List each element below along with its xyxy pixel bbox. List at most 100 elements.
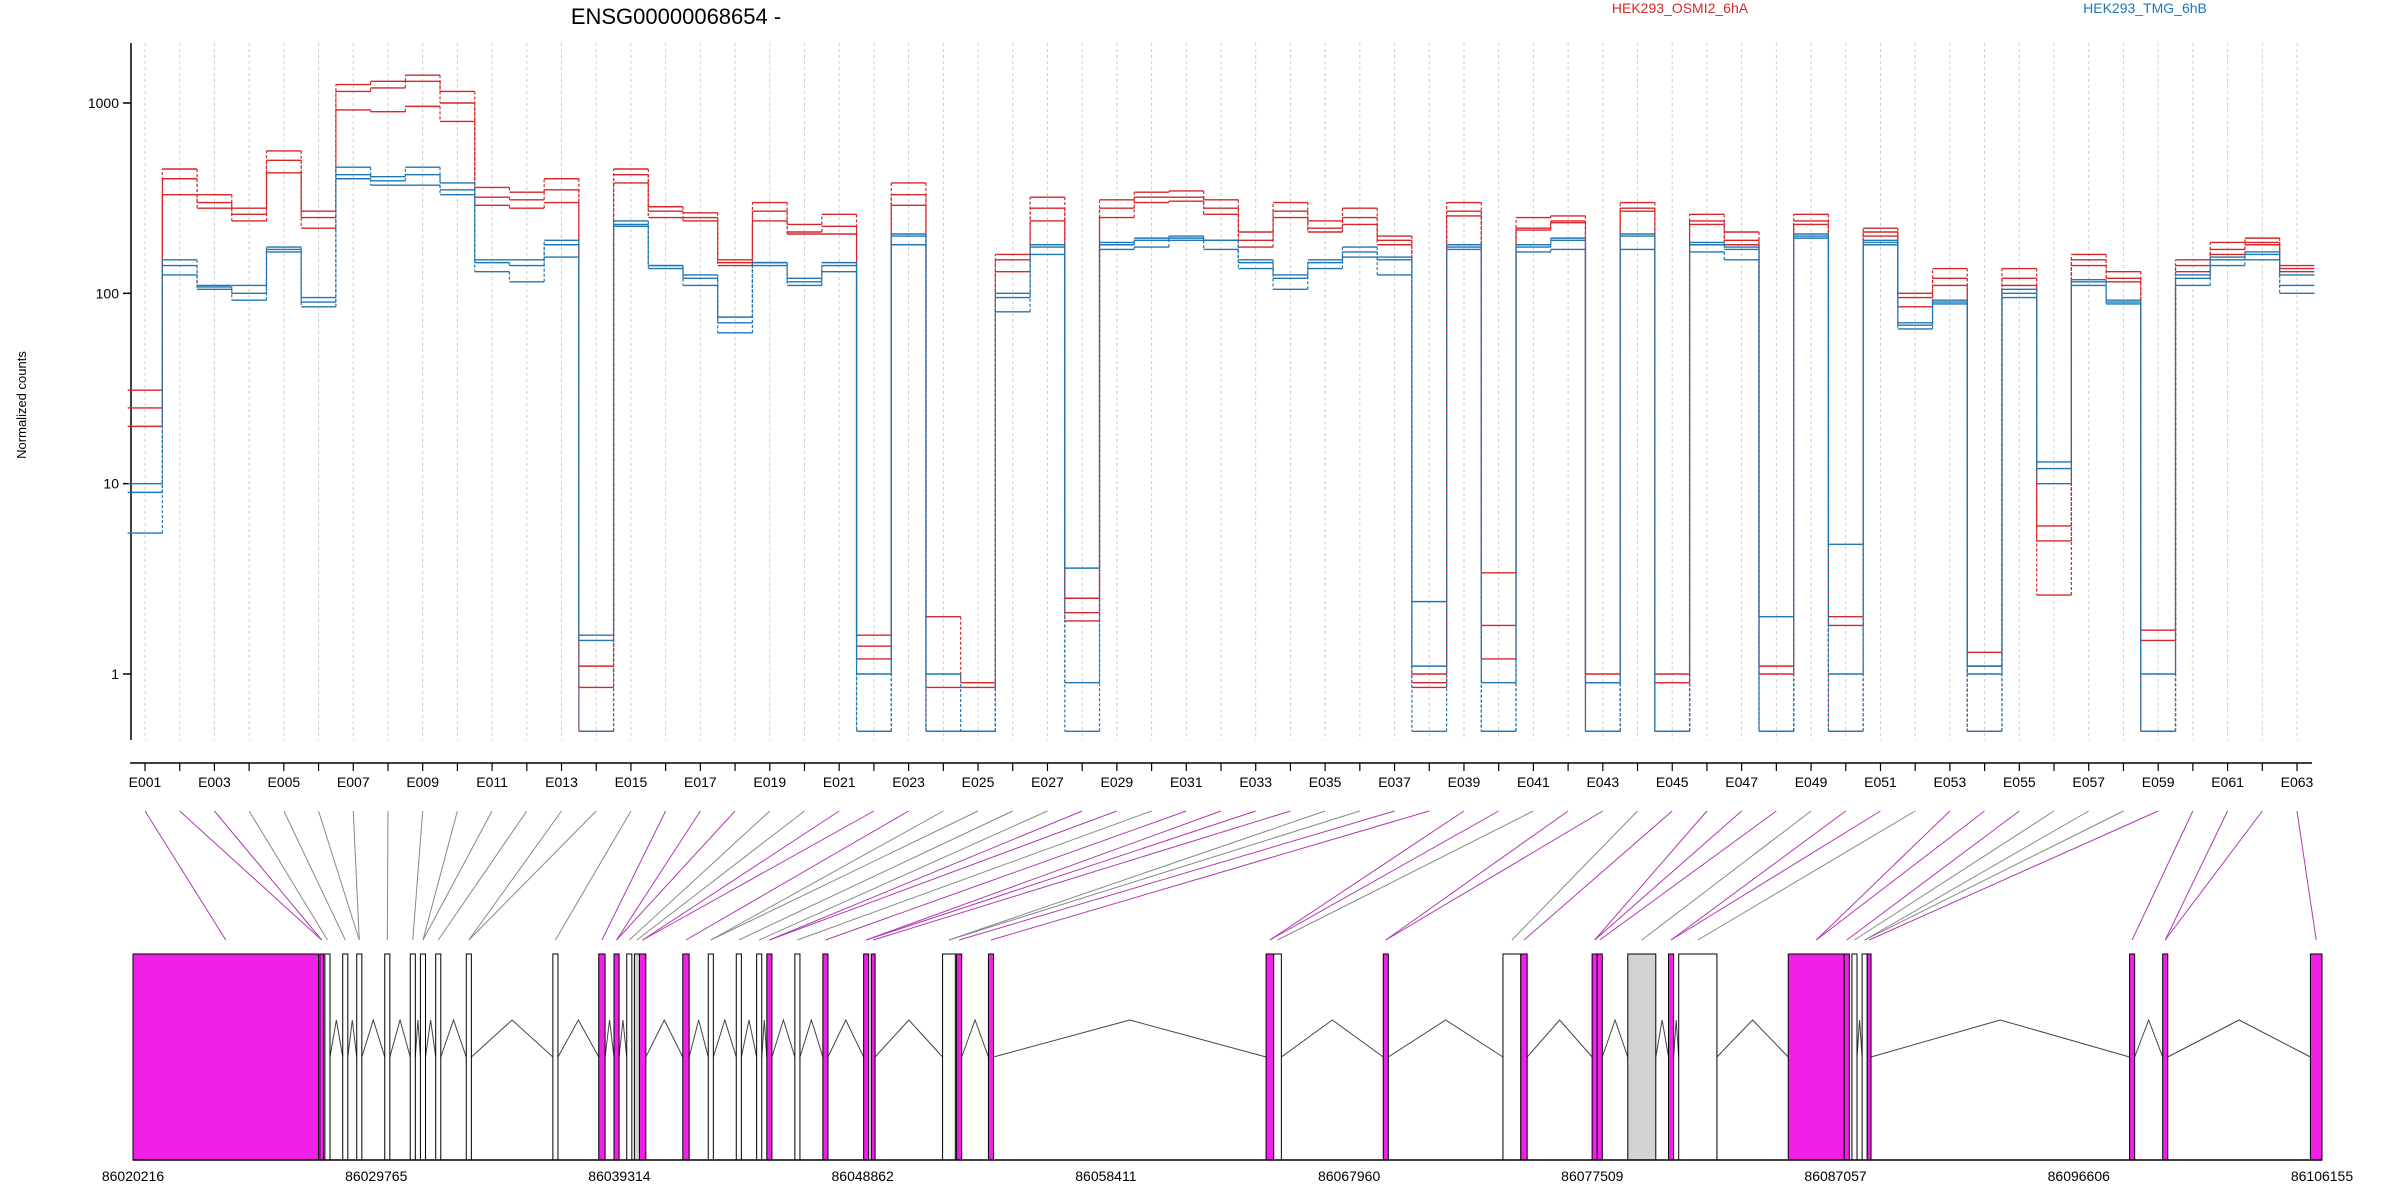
y-tick-label: 1	[111, 666, 119, 682]
intron-line	[771, 1018, 796, 1058]
exon-block	[626, 953, 633, 1161]
series-lines	[127, 74, 2315, 732]
intron-line	[1856, 1019, 1863, 1058]
genome-coordinate-label: 86039314	[588, 1168, 651, 1184]
intron-line	[557, 1018, 600, 1058]
exon-connector	[1594, 810, 1742, 941]
exon-block	[1861, 953, 1868, 1161]
exon-connector	[352, 810, 360, 941]
exon-connector	[769, 810, 1118, 941]
intron-line	[389, 1018, 411, 1058]
x-tick-label: E007	[337, 774, 370, 790]
exon-connector	[2164, 810, 2229, 941]
x-tick-label: E047	[1725, 774, 1758, 790]
genome-coordinate-label: 86048862	[832, 1168, 895, 1184]
exon-block	[987, 953, 995, 1161]
exon-block	[1668, 953, 1675, 1161]
exon-connector	[1670, 810, 1847, 941]
intron-line	[827, 1018, 865, 1058]
intron-line	[471, 1019, 554, 1058]
x-tick-label: E033	[1239, 774, 1272, 790]
exon-block	[735, 953, 742, 1161]
x-tick-label: E057	[2072, 774, 2105, 790]
exon-connector	[959, 810, 1395, 941]
genome-coordinate-label: 86029765	[345, 1168, 408, 1184]
intron-line	[712, 1018, 737, 1058]
intron-line	[688, 1019, 709, 1058]
x-tick-label: E023	[892, 774, 925, 790]
exon-connector	[468, 810, 562, 941]
exon-connector	[179, 810, 323, 941]
exon-connector	[554, 810, 632, 941]
exon-connector	[1697, 810, 1916, 941]
exon-connector	[1854, 810, 2055, 941]
exon-connector	[642, 810, 840, 941]
exon-connector	[948, 810, 1326, 941]
exon-block	[342, 953, 349, 1161]
exon-block	[1851, 953, 1858, 1161]
exon-block	[1591, 953, 1598, 1161]
y-tick-label: 100	[96, 285, 120, 301]
exon-block	[638, 953, 647, 1161]
genome-coordinate-label: 86020216	[102, 1168, 165, 1184]
genome-coordinate-label: 86087057	[1804, 1168, 1867, 1184]
exon-block	[2162, 953, 2169, 1161]
exon-connector	[1269, 810, 1465, 941]
exon-block	[2129, 953, 2136, 1161]
exon-block	[1787, 953, 1845, 1161]
exon-block	[794, 953, 801, 1161]
x-tick-label: E011	[476, 774, 508, 790]
x-tick-label: E051	[1864, 774, 1897, 790]
exon-connector	[601, 810, 667, 941]
intron-line	[414, 1019, 421, 1058]
exon-connector	[144, 810, 227, 941]
intron-line	[993, 1019, 1267, 1058]
exon-block	[707, 953, 714, 1161]
exon-connector	[616, 810, 736, 941]
exon-connector	[1864, 810, 2124, 941]
x-tick-label: E043	[1586, 774, 1619, 790]
exon-connector	[1385, 810, 1604, 941]
exon-block	[682, 953, 690, 1161]
exon-block	[756, 953, 763, 1161]
intron-line	[874, 1019, 943, 1058]
exon-connector	[990, 810, 1430, 941]
x-tick-label: E027	[1031, 774, 1064, 790]
exon-block	[465, 953, 472, 1161]
intron-line	[761, 1019, 768, 1058]
intron-line	[1281, 1019, 1384, 1058]
exon-connector	[710, 810, 944, 941]
exon-block	[2309, 953, 2323, 1161]
exon-connector	[422, 810, 458, 941]
genome-coordinate-label: 86067960	[1318, 1168, 1381, 1184]
exon-block	[1502, 953, 1522, 1161]
exon-block	[1678, 953, 1718, 1161]
exon-connector	[468, 810, 597, 941]
exon-connector	[1269, 810, 1499, 941]
exon-block	[409, 953, 416, 1161]
exon-connector	[318, 810, 360, 941]
x-tick-label: E025	[962, 774, 995, 790]
exon-block	[863, 953, 870, 1161]
exon-connector	[2164, 810, 2263, 941]
exon-connector	[866, 810, 1256, 941]
x-tick-label: E003	[198, 774, 231, 790]
exon-connector	[2296, 810, 2317, 941]
exon-connector	[1868, 810, 2159, 941]
exon-connector	[1846, 810, 2020, 941]
exon-block	[319, 953, 325, 1161]
intron-line	[347, 1019, 358, 1058]
intron-line	[1388, 1019, 1504, 1058]
x-tick-label: E009	[406, 774, 439, 790]
series-HEK293_TMG_6hB	[127, 178, 2315, 732]
exon-connector	[214, 810, 323, 941]
exon-connector	[758, 810, 1048, 941]
exon-connectors	[144, 810, 2317, 941]
intron-line	[1601, 1018, 1629, 1058]
legend-label-group-b: HEK293_TMG_6hB	[2083, 0, 2207, 16]
intron-line	[425, 1019, 437, 1058]
intron-line	[1716, 1019, 1789, 1058]
exon-connector	[386, 810, 389, 941]
intron-line	[740, 1019, 758, 1058]
exon-block	[956, 953, 963, 1161]
